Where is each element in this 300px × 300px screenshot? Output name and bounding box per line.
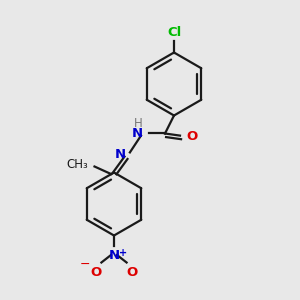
- Text: +: +: [119, 248, 128, 257]
- Text: CH₃: CH₃: [67, 158, 88, 172]
- Text: −: −: [80, 257, 90, 271]
- Text: N: N: [115, 148, 126, 161]
- Text: H: H: [134, 117, 142, 130]
- Text: O: O: [186, 130, 197, 143]
- Text: N: N: [131, 127, 142, 140]
- Text: O: O: [90, 266, 102, 278]
- Text: N: N: [108, 249, 120, 262]
- Text: Cl: Cl: [167, 26, 181, 39]
- Text: O: O: [126, 266, 138, 278]
